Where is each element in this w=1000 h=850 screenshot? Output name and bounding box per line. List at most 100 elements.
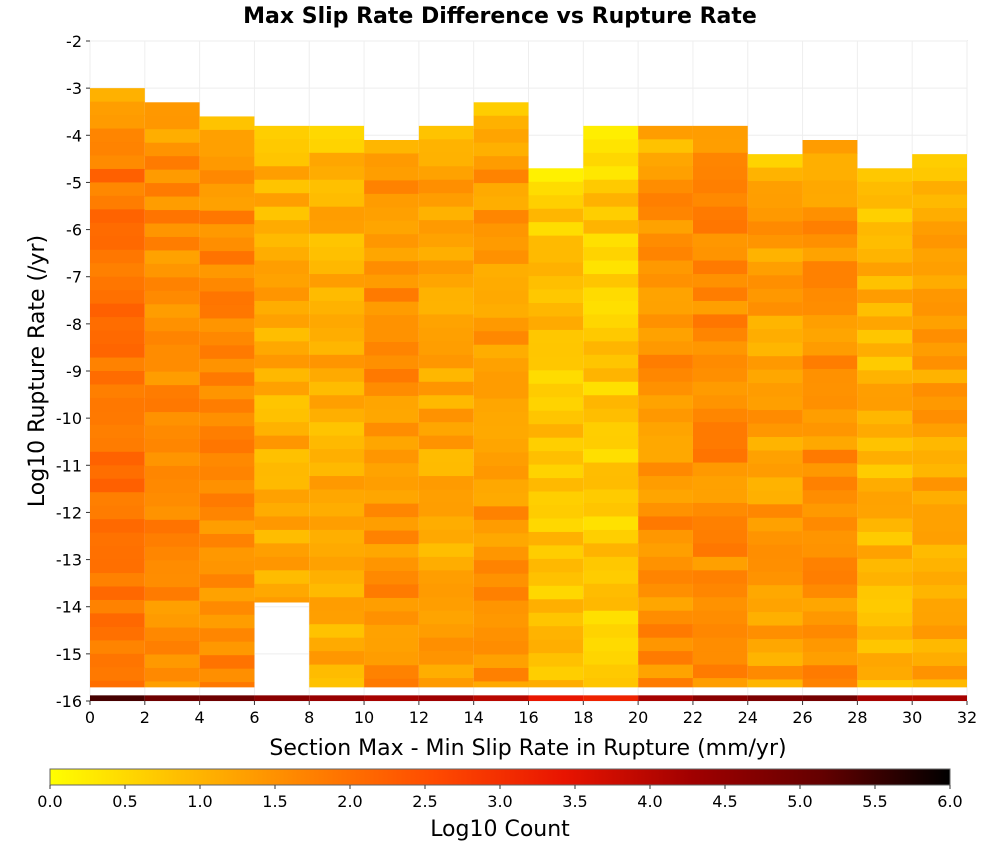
heatmap-cell — [199, 547, 255, 562]
heatmap-cell — [747, 356, 803, 371]
heatmap-cell — [583, 435, 639, 450]
heatmap-cell — [747, 504, 803, 519]
heatmap-cell — [199, 358, 255, 373]
heatmap-cell — [802, 557, 858, 572]
heatmap-cell — [747, 571, 803, 586]
heatmap-cell — [418, 314, 474, 329]
heatmap-cell — [802, 288, 858, 303]
heatmap-cell — [144, 573, 200, 588]
heatmap-cell — [364, 153, 419, 168]
heatmap-cell — [638, 341, 693, 356]
heatmap-cell — [583, 368, 639, 383]
x-tick-label: 10 — [354, 708, 374, 727]
x-tick-labels: 0 2 4 6 8 10 12 14 16 18 20 22 24 26 28 30 32 — [85, 701, 977, 727]
heatmap-cell — [857, 424, 913, 439]
heatmap-cell — [199, 197, 255, 212]
heatmap-cell-bottom-row — [418, 695, 474, 701]
heatmap-cell — [254, 597, 310, 603]
heatmap-cell — [254, 260, 310, 275]
heatmap-cell — [90, 559, 145, 574]
heatmap-cell — [638, 327, 693, 342]
heatmap-cell — [418, 624, 474, 639]
heatmap-cell — [309, 422, 365, 437]
heatmap-cell — [144, 196, 200, 211]
y-tick-label: -9 — [66, 362, 82, 381]
heatmap-cell — [473, 304, 529, 319]
heatmap-cell — [144, 210, 200, 225]
heatmap-cell — [583, 179, 639, 194]
heatmap-cell — [254, 274, 310, 288]
heatmap-cell — [638, 247, 693, 262]
heatmap-cell — [473, 600, 529, 615]
heatmap-cell — [528, 410, 584, 425]
heatmap-cell — [90, 303, 145, 318]
heatmap-cell — [254, 179, 310, 194]
heatmap-cell — [199, 533, 255, 548]
heatmap-cell — [309, 570, 365, 585]
heatmap-cell — [199, 655, 255, 670]
heatmap-cell — [418, 287, 474, 302]
heatmap-cell — [309, 556, 365, 571]
heatmap-cell — [528, 518, 584, 533]
colorbar-tick-label: 0.5 — [112, 792, 137, 811]
heatmap-cell — [912, 248, 967, 263]
heatmap-cell — [912, 517, 967, 532]
heatmap-cell — [747, 302, 803, 317]
heatmap-cell — [418, 422, 474, 437]
heatmap-cell — [528, 181, 584, 196]
heatmap-cell — [583, 274, 639, 288]
heatmap-cell — [254, 368, 310, 383]
heatmap-cell — [199, 574, 255, 589]
heatmap-cell — [528, 464, 584, 479]
heatmap-cell — [418, 354, 474, 369]
colorbar-tick-label: 0.0 — [37, 792, 62, 811]
heatmap-cell — [583, 422, 639, 437]
heatmap-cell — [254, 354, 310, 369]
heatmap-cell — [528, 612, 584, 627]
heatmap-cell — [912, 544, 967, 559]
heatmap-cell — [473, 169, 529, 184]
heatmap-cell — [418, 193, 474, 208]
x-tick-label: 20 — [628, 708, 648, 727]
heatmap-cell — [528, 370, 584, 385]
heatmap-cell — [90, 586, 145, 601]
heatmap-cell — [144, 371, 200, 386]
heatmap-cell — [802, 274, 858, 289]
heatmap-cell — [583, 570, 639, 585]
heatmap-cell — [364, 584, 419, 599]
heatmap-cell — [199, 372, 255, 387]
heatmap-cell — [638, 624, 693, 639]
heatmap-cell — [364, 207, 419, 222]
heatmap-cell — [747, 234, 803, 249]
heatmap-cell — [638, 274, 693, 288]
heatmap-cell — [364, 261, 419, 276]
heatmap-cell — [364, 274, 419, 289]
heatmap-cell — [364, 409, 419, 424]
heatmap-cell — [364, 597, 419, 612]
x-axis-label: Section Max - Min Slip Rate in Rupture (… — [269, 736, 786, 761]
heatmap-cell — [90, 168, 145, 183]
heatmap-cell — [583, 287, 639, 302]
heatmap-cell — [638, 476, 693, 491]
heatmap-cell — [583, 381, 639, 396]
x-tick-label: 28 — [847, 708, 867, 727]
heatmap-cell — [857, 558, 913, 573]
colorbar-tick-labels: 0.0 0.5 1.0 1.5 2.0 2.5 3.0 3.5 4.0 4.5 5.0 5.5 6.0 — [37, 785, 963, 811]
heatmap-cell — [692, 543, 748, 558]
y-tick-label: -14 — [56, 598, 82, 617]
heatmap-cell — [638, 139, 693, 154]
heatmap-cell — [857, 599, 913, 614]
heatmap-cell — [309, 287, 365, 302]
heatmap-cell — [692, 247, 748, 262]
heatmap-cell — [254, 152, 310, 167]
heatmap-cell — [802, 597, 858, 612]
heatmap-cell — [309, 610, 365, 625]
heatmap-cell-bottom-row — [747, 695, 803, 701]
heatmap-cell — [254, 193, 310, 208]
heatmap-cell — [528, 437, 584, 452]
heatmap-cell — [473, 129, 529, 144]
heatmap-cell — [638, 260, 693, 275]
heatmap-cell — [692, 233, 748, 248]
y-tick-label: -12 — [56, 503, 82, 522]
